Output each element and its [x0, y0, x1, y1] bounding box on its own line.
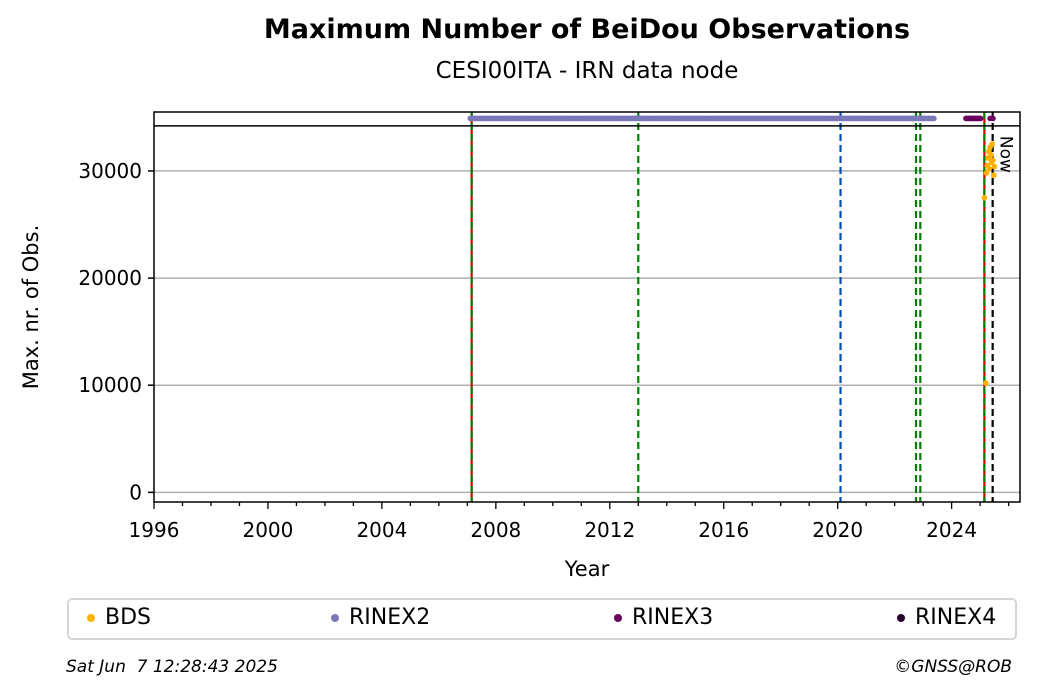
bds-point — [988, 152, 994, 158]
legend-marker-bds — [87, 613, 95, 622]
x-tick-label: 2016 — [698, 518, 749, 542]
rinex3-point — [977, 115, 984, 122]
y-tick-label: 30000 — [78, 159, 142, 183]
bds-point — [991, 163, 998, 170]
legend-item-rinex3: RINEX3 — [614, 605, 713, 630]
legend-marker-rinex4 — [897, 613, 905, 622]
y-tick-label: 20000 — [78, 266, 142, 290]
x-tick-label: 2024 — [926, 518, 977, 542]
legend-item-rinex2: RINEX2 — [331, 605, 430, 630]
rinex3-point — [990, 115, 996, 122]
legend-label-rinex4: RINEX4 — [915, 605, 997, 630]
legend-item-bds: BDS — [87, 605, 151, 630]
footer-copyright: ©GNSS@ROB — [894, 657, 1012, 677]
x-tick-label: 1996 — [129, 518, 180, 542]
bds-point — [990, 172, 997, 179]
legend: BDS RINEX2 RINEX3 RINEX4 — [67, 598, 1017, 640]
rinex2-point — [931, 115, 937, 122]
bds-point — [990, 157, 996, 164]
legend-label-bds: BDS — [105, 605, 151, 630]
legend-marker-rinex3 — [614, 613, 622, 622]
y-axis-label: Max. nr. of Obs. — [19, 225, 43, 390]
chart-subtitle: CESI00ITA - IRN data node — [435, 58, 739, 84]
x-tick-label: 2000 — [242, 518, 293, 542]
x-tick-label: 2020 — [812, 518, 863, 542]
y-tick-label: 0 — [129, 480, 142, 504]
x-axis-label: Year — [564, 557, 610, 581]
legend-marker-rinex2 — [331, 613, 339, 622]
y-tick-label: 10000 — [78, 373, 142, 397]
x-tick-label: 2012 — [584, 518, 635, 542]
now-label: Now — [996, 136, 1016, 173]
legend-label-rinex2: RINEX2 — [349, 605, 431, 630]
bds-point — [983, 380, 989, 386]
bds-point — [983, 170, 990, 176]
x-tick-label: 2004 — [356, 518, 407, 542]
plot-frame — [153, 111, 1021, 503]
bds-point — [986, 165, 993, 172]
legend-item-rinex4: RINEX4 — [897, 605, 996, 630]
x-tick-label: 2008 — [470, 518, 521, 542]
bds-point — [981, 194, 988, 201]
legend-label-rinex3: RINEX3 — [632, 605, 714, 630]
footer-timestamp: Sat Jun 7 12:28:43 2025 — [66, 657, 278, 677]
bds-point — [989, 141, 995, 147]
chart-title: Maximum Number of BeiDou Observations — [263, 14, 911, 45]
